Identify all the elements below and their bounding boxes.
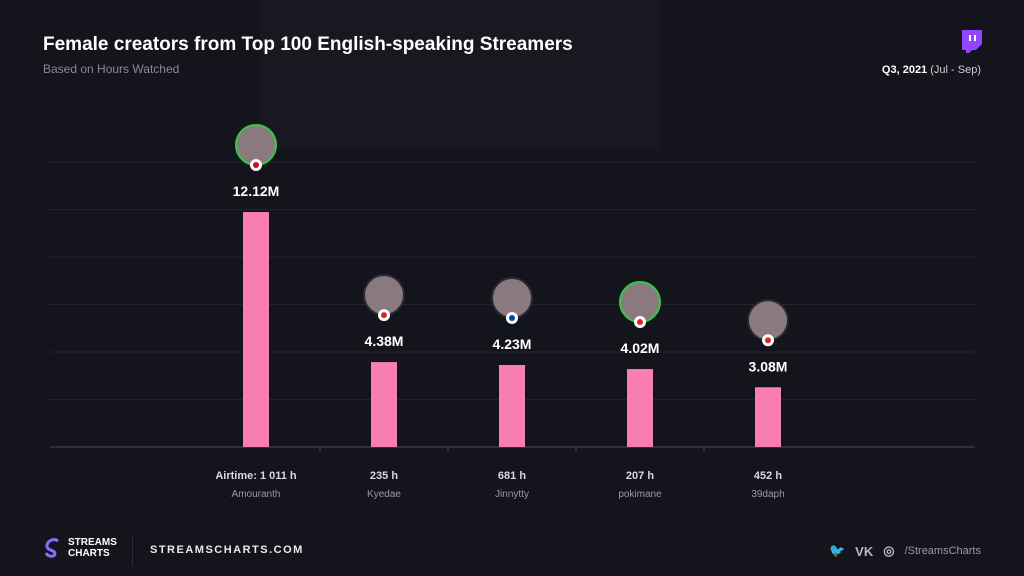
airtime-label: 681 h — [498, 470, 526, 482]
value-label: 3.08M — [749, 358, 788, 374]
value-label: 12.12M — [233, 183, 280, 199]
social-handle[interactable]: /StreamsCharts — [904, 545, 981, 557]
airtime-label: 452 h — [754, 470, 782, 482]
chart-subtitle: Based on Hours Watched — [43, 62, 180, 76]
logo-icon — [44, 538, 59, 558]
flag-icon-mark — [509, 314, 515, 321]
chart-title: Female creators from Top 100 English-spe… — [43, 34, 573, 55]
category-label: Amouranth — [232, 489, 281, 500]
airtime-label: 207 h — [626, 470, 654, 482]
bar — [755, 387, 781, 447]
vk-icon[interactable]: VK — [855, 543, 874, 559]
logo-line2: CHARTS — [68, 548, 110, 559]
bar — [499, 364, 525, 447]
bar — [243, 212, 269, 447]
twitch-icon — [962, 30, 982, 53]
period-quarter: Q3, 2021 — [881, 64, 928, 76]
period-range: (Jul - Sep) — [930, 64, 981, 76]
flag-icon-mark — [381, 312, 387, 319]
background-decoration — [260, 0, 660, 150]
airtime-label: Airtime: 1 011 h — [215, 470, 297, 482]
category-label: Jinnytty — [495, 489, 529, 500]
instagram-icon[interactable]: ◎ — [883, 543, 895, 558]
value-label: 4.23M — [493, 336, 532, 352]
flag-icon-mark — [253, 162, 259, 169]
logo-line1: STREAMS — [68, 537, 117, 548]
airtime-label: 235 h — [370, 470, 398, 482]
bar — [371, 362, 397, 447]
category-label: pokimane — [618, 489, 662, 500]
value-label: 4.38M — [365, 333, 404, 349]
flag-icon-mark — [637, 319, 643, 326]
value-label: 4.02M — [621, 340, 660, 356]
social-links: 🐦 VK ◎ /StreamsCharts — [829, 543, 981, 559]
site-link[interactable]: STREAMSCHARTS.COM — [150, 544, 304, 556]
twitter-icon[interactable]: 🐦 — [828, 543, 846, 558]
period-label: Q3, 2021 (Jul - Sep) — [882, 64, 981, 76]
flag-icon-mark — [765, 337, 771, 344]
category-label: Kyedae — [367, 489, 401, 500]
streamscharts-logo: STREAMS CHARTS — [42, 537, 117, 559]
bar — [627, 369, 653, 447]
footer-divider — [132, 536, 133, 566]
category-label: 39daph — [751, 489, 784, 500]
